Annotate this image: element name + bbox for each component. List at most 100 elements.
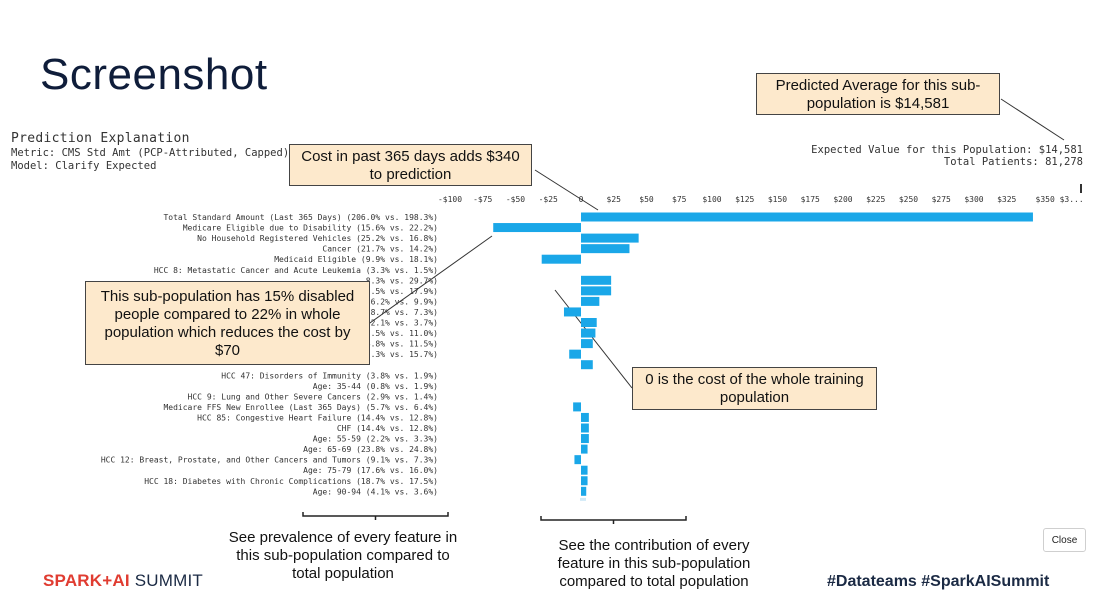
prediction-explanation-title: Prediction Explanation [11, 131, 190, 146]
x-tick-label: $75 [672, 195, 687, 204]
feature-label: No Household Registered Vehicles (25.2% … [197, 234, 438, 243]
x-tick-label: $275 [932, 195, 951, 204]
feature-label: Age: 65-69 (23.8% vs. 24.8%) [303, 445, 438, 454]
feature-label: HCC 12: Breast, Prostate, and Other Canc… [101, 456, 438, 465]
feature-label: 8.3% vs. 29.7%) [366, 276, 438, 285]
slide-title: Screenshot [40, 50, 268, 99]
bar [581, 465, 588, 475]
feature-label: 2.5% vs. 11.0%) [366, 329, 438, 338]
bar [581, 244, 630, 254]
bar [493, 223, 581, 233]
feature-label: 4.8% vs. 11.5%) [366, 340, 438, 349]
feature-label: Medicare FFS New Enrollee (Last 365 Days… [163, 403, 438, 412]
feature-label: Age: 90-94 (4.1% vs. 3.6%) [313, 487, 438, 496]
bars [493, 212, 1033, 501]
metric-text: Metric: CMS Std Amt (PCP-Attributed, Cap… [11, 147, 290, 159]
feature-labels: Total Standard Amount (Last 365 Days) (2… [101, 213, 438, 496]
callout-cost-365: Cost in past 365 days adds $340 to predi… [289, 144, 532, 186]
total-patients-text: Total Patients: 81,278 [943, 156, 1083, 168]
axis-end-marker [1080, 184, 1082, 193]
x-tick-label: $175 [801, 195, 820, 204]
x-tick-label: $250 [899, 195, 918, 204]
feature-label: 2.1% vs. 3.7%) [371, 319, 438, 328]
annotation-lines [359, 98, 1065, 389]
caption-bracket [302, 512, 449, 517]
feature-label: HCC 85: Congestive Heart Failure (14.4% … [197, 413, 438, 422]
bar [573, 402, 581, 412]
callout-subpopulation-disabled: This sub-population has 15% disabled peo… [85, 281, 370, 365]
x-tick-label: $200 [833, 195, 852, 204]
feature-label: Age: 55-59 (2.2% vs. 3.3%) [313, 435, 438, 444]
bar-fade [580, 497, 586, 501]
bar [581, 233, 639, 243]
feature-label: Total Standard Amount (Last 365 Days) (2… [163, 213, 438, 222]
feature-label: Cancer (21.7% vs. 14.2%) [322, 245, 438, 254]
x-tick-label: $50 [639, 195, 654, 204]
bar [574, 455, 581, 465]
bar [581, 360, 593, 370]
bar [569, 349, 581, 359]
spark-ai-summit-logo: SPARK+AI SUMMIT [43, 571, 203, 591]
feature-label: HCC 18: Diabetes with Chronic Complicati… [144, 477, 438, 486]
x-tick-label: $125 [735, 195, 754, 204]
annotation-line [554, 289, 633, 389]
annotation-line [1000, 98, 1065, 141]
bar [581, 423, 589, 433]
bar [581, 296, 600, 306]
hashtags: #Datateams #SparkAISummit [827, 573, 1050, 590]
x-tick-label: -$50 [506, 195, 525, 204]
x-tick-label: $150 [768, 195, 787, 204]
caption-brackets [302, 512, 687, 524]
feature-label: HCC 9: Lung and Other Severe Cancers (2.… [188, 392, 438, 401]
x-tick-label: $325 [997, 195, 1016, 204]
callout-predicted-average: Predicted Average for this sub-populatio… [756, 73, 1000, 115]
x-tick-label: $100 [702, 195, 721, 204]
bar [581, 212, 1033, 222]
feature-label: HCC 47: Disorders of Immunity (3.8% vs. … [221, 371, 438, 380]
feature-label: 8.7% vs. 7.3%) [371, 308, 438, 317]
feature-label: HCC 8: Metastatic Cancer and Acute Leuke… [154, 266, 438, 275]
callout-zero-baseline: 0 is the cost of the whole training popu… [632, 367, 877, 410]
annotation-line [534, 169, 599, 211]
feature-label: Age: 35-44 (0.8% vs. 1.9%) [313, 382, 438, 391]
bar [581, 444, 588, 454]
x-tick-label: -$100 [438, 195, 462, 204]
model-text: Model: Clarify Expected [11, 160, 157, 172]
caption-contribution: See the contribution of every feature in… [557, 537, 751, 590]
expected-value-text: Expected Value for this Population: $14,… [811, 144, 1083, 156]
feature-label: Age: 75-79 (17.6% vs. 16.0%) [303, 466, 438, 475]
bar [581, 275, 612, 285]
bar [581, 286, 612, 296]
x-tick-label: $350 $3... [1036, 195, 1084, 204]
x-tick-label: -$75 [473, 195, 492, 204]
caption-bracket [540, 516, 687, 521]
bar [563, 307, 581, 317]
logo-spark-text: SPARK+AI [43, 571, 130, 590]
feature-label: 7.3% vs. 15.7%) [366, 350, 438, 359]
bar [581, 412, 589, 422]
logo-summit-text: SUMMIT [129, 571, 203, 590]
bar [581, 434, 589, 444]
feature-label: 6.2% vs. 9.9%) [371, 297, 438, 306]
feature-label: 6.5% vs. 17.9%) [366, 287, 438, 296]
bar [581, 486, 587, 496]
feature-label: CHF (14.4% vs. 12.8%) [337, 424, 438, 433]
feature-label: Medicaid Eligible (9.9% vs. 18.1%) [274, 255, 438, 264]
bar [581, 328, 596, 338]
x-tick-label: $25 [607, 195, 622, 204]
bar [541, 254, 581, 264]
x-tick-label: $225 [866, 195, 885, 204]
x-tick-label: -$25 [539, 195, 558, 204]
caption-prevalence: See prevalence of every feature in this … [228, 529, 458, 582]
x-tick-label: 0 [579, 195, 584, 204]
x-tick-label: $300 [964, 195, 983, 204]
bar [581, 318, 597, 327]
close-button[interactable]: Close [1043, 528, 1086, 552]
bar [581, 476, 588, 486]
feature-label: Medicare Eligible due to Disability (15.… [183, 224, 438, 233]
x-axis-ticks: -$100 -$75 -$50 -$25 0 $25 $50 $75 $100 $125 $150 $… [438, 184, 1084, 204]
annotation-line [359, 235, 493, 331]
bar [581, 339, 593, 349]
